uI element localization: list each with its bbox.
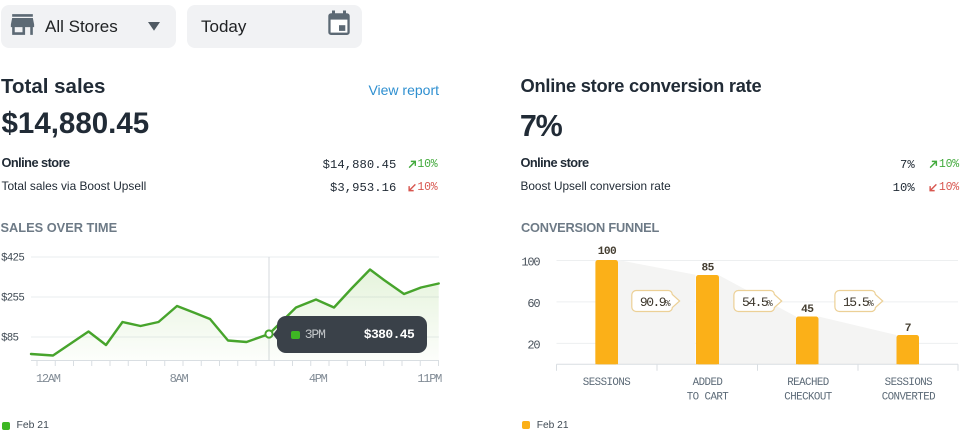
svg-text:11PM: 11PM bbox=[417, 372, 442, 386]
svg-text:7: 7 bbox=[905, 323, 911, 335]
svg-text:REACHED: REACHED bbox=[787, 377, 829, 389]
svg-text:CONVERTED: CONVERTED bbox=[882, 392, 935, 404]
svg-text:8AM: 8AM bbox=[170, 372, 189, 386]
svg-text:ADDED: ADDED bbox=[693, 377, 723, 389]
svg-text:$425: $425 bbox=[1, 253, 24, 265]
svg-text:4PM: 4PM bbox=[309, 372, 328, 386]
svg-text:100: 100 bbox=[521, 256, 540, 270]
svg-text:CHECKOUT: CHECKOUT bbox=[784, 392, 833, 404]
svg-text:TO CART: TO CART bbox=[687, 392, 730, 404]
svg-text:100: 100 bbox=[598, 246, 617, 258]
svg-text:SESSIONS: SESSIONS bbox=[583, 377, 631, 389]
svg-text:60: 60 bbox=[527, 297, 540, 311]
svg-text:15.5%: 15.5% bbox=[843, 295, 874, 310]
svg-text:SESSIONS: SESSIONS bbox=[885, 377, 933, 389]
svg-text:90.9%: 90.9% bbox=[640, 295, 671, 310]
svg-text:$255: $255 bbox=[1, 293, 24, 305]
svg-text:20: 20 bbox=[527, 339, 540, 353]
svg-text:$85: $85 bbox=[1, 333, 19, 345]
svg-text:12AM: 12AM bbox=[36, 372, 61, 386]
svg-text:85: 85 bbox=[701, 263, 714, 275]
svg-text:54.5%: 54.5% bbox=[742, 295, 773, 310]
svg-text:45: 45 bbox=[801, 304, 814, 316]
